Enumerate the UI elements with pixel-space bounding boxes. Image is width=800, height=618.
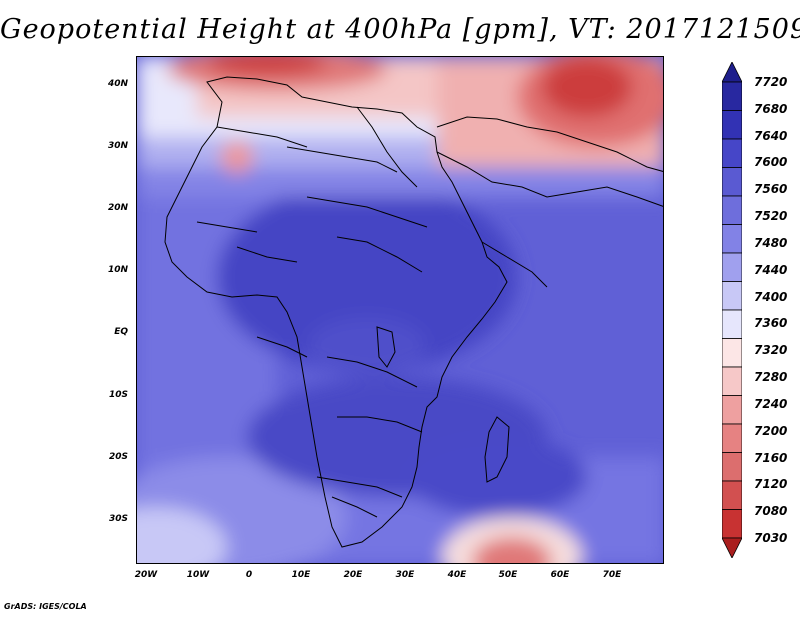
colorbar-label: 7240	[754, 396, 788, 411]
lat-label-30n: 30N	[107, 141, 128, 151]
colorbar-label: 7320	[754, 343, 788, 358]
colorbar-swatch	[722, 423, 742, 453]
colorbar-label: 7160	[754, 450, 788, 465]
colorbar-label: 7480	[754, 235, 788, 250]
lat-label-eq: EQ	[114, 327, 128, 337]
colorbar-swatch	[722, 452, 742, 482]
colorbar-label: 7440	[754, 262, 788, 277]
lon-label-40e: 40E	[447, 570, 467, 580]
colorbar-swatch	[722, 281, 742, 311]
colorbar-label: 7600	[754, 155, 788, 170]
lat-label-20n: 20N	[107, 203, 128, 213]
grads-credit: GrADS: IGES/COLA	[4, 602, 87, 611]
colorbar-swatch	[722, 252, 742, 282]
lon-label-70e: 70E	[602, 570, 622, 580]
lon-label-10e: 10E	[291, 570, 311, 580]
colorbar-swatch	[722, 509, 742, 539]
lon-label-20w: 20W	[134, 570, 158, 580]
colorbar-swatch	[722, 167, 742, 197]
chart-title: Geopotential Height at 400hPa [gpm], VT:…	[0, 14, 800, 45]
colorbar-swatch	[722, 366, 742, 396]
colorbar-bottom-arrow	[722, 537, 742, 558]
colorbar-swatch	[722, 395, 742, 425]
colorbar-label: 7400	[754, 289, 788, 304]
colorbar-swatch	[722, 224, 742, 254]
lon-label-30e: 30E	[395, 570, 415, 580]
lon-label-0: 0	[245, 570, 253, 580]
colorbar-label: 7200	[754, 423, 788, 438]
lon-label-60e: 60E	[550, 570, 570, 580]
colorbar-swatch	[722, 338, 742, 368]
lon-label-20e: 20E	[343, 570, 363, 580]
lat-label-10s: 10S	[108, 390, 128, 400]
lat-label-30s: 30S	[108, 514, 128, 524]
geopotential-map	[137, 57, 663, 563]
colorbar-swatch	[722, 195, 742, 225]
lon-label-10w: 10W	[186, 570, 210, 580]
colorbar-top-arrow	[722, 62, 742, 83]
lon-label-50e: 50E	[498, 570, 518, 580]
lat-label-40n: 40N	[107, 79, 128, 89]
colorbar-label: 7520	[754, 209, 788, 224]
colorbar-label: 7360	[754, 316, 788, 331]
colorbar-swatch	[722, 138, 742, 168]
colorbar-swatch	[722, 309, 742, 339]
colorbar-label: 7080	[754, 504, 788, 519]
colorbar-swatch	[722, 81, 742, 111]
colorbar-label: 7720	[754, 75, 788, 89]
lat-label-20s: 20S	[108, 452, 128, 462]
colorbar-label: 7560	[754, 182, 788, 197]
colorbar-label: 7120	[754, 477, 788, 492]
colorbar-swatch	[722, 480, 742, 510]
colorbar-label: 7640	[754, 128, 788, 143]
colorbar	[722, 62, 742, 558]
colorbar-label: 7030	[754, 531, 788, 545]
colorbar-swatch	[722, 110, 742, 140]
colorbar-label: 7680	[754, 101, 788, 116]
colorbar-label: 7280	[754, 370, 788, 385]
map-plot-area	[136, 56, 664, 564]
lat-label-10n: 10N	[107, 265, 128, 275]
